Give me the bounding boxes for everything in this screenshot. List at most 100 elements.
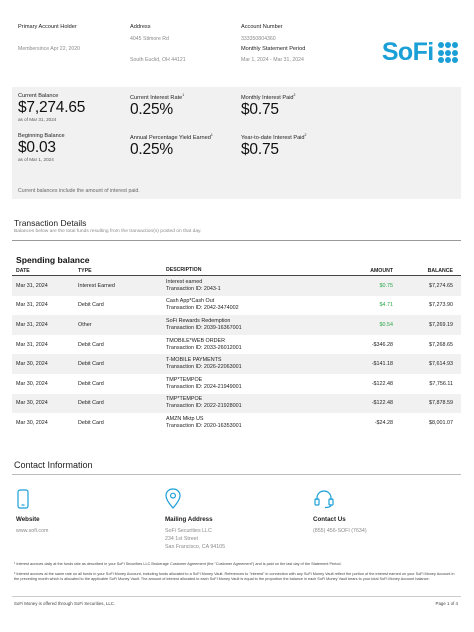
headset-icon <box>314 490 334 509</box>
monthly-interest-label: Monthly Interest Paid <box>241 94 294 101</box>
monthly-interest-value: $0.75 <box>241 100 279 118</box>
row-description: Cash App*Cash Out Transaction ID: 2042-34… <box>166 298 314 312</box>
row-transaction-id: Transaction ID: 2039-16367001 <box>166 324 242 331</box>
ytd-interest-block: Year-to-date Interest Paid2 $0.75 <box>241 133 307 158</box>
col-date: DATE <box>16 267 30 274</box>
mailing-line3: San Francisco, CA 94105 <box>165 544 226 550</box>
row-type: Debit Card <box>78 380 104 387</box>
row-type: Debit Card <box>78 302 104 309</box>
balance-note: Current balances include the amount of i… <box>18 188 140 194</box>
account-number: 333350804360 <box>241 36 276 42</box>
page-number: Page 1 of 4 <box>435 601 458 606</box>
current-balance-value: $7,274.65 <box>18 99 86 116</box>
row-date: Mar 31, 2024 <box>16 341 48 348</box>
mailing-line2: 234 1st Street <box>165 536 198 542</box>
row-type: Debit Card <box>78 419 104 426</box>
current-balance-asof: as of Mar 31, 2024 <box>18 117 57 122</box>
table-row: Mar 31, 2024 Interest Earned Interest earn… <box>12 276 461 296</box>
interest-rate-value: 0.25% <box>130 100 173 118</box>
beginning-balance-value: $0.03 <box>18 139 56 156</box>
row-merchant: TMP*TEMPOE <box>166 376 203 383</box>
logo-text: SoFi <box>381 38 434 66</box>
contact-us-label: Contact Us <box>313 516 346 523</box>
row-description: Interest earned Transaction ID: 2043-1 <box>166 279 314 293</box>
statement-period: Mar 1, 2024 - Mar 31, 2024 <box>241 57 304 63</box>
row-type: Other <box>78 321 92 328</box>
holder-label: Primary Account Holder <box>18 24 77 30</box>
address-line2: South Euclid, OH 44121 <box>130 57 186 63</box>
table-row: Mar 31, 2024 Debit Card Cash App*Cash Out T… <box>12 296 461 316</box>
row-transaction-id: Transaction ID: 2022-21928001 <box>166 403 242 410</box>
apy-label: Annual Percentage Yield Earned <box>130 134 211 141</box>
transactions-table: DATE TYPE DESCRIPTION AMOUNT BALANCE Mar… <box>12 266 461 433</box>
row-date: Mar 31, 2024 <box>16 302 48 309</box>
address-line1: 4045 Stimore Rd <box>130 36 169 42</box>
mailing-address-label: Mailing Address <box>165 516 213 523</box>
contact-phone[interactable]: (855) 456-SOFI (7634) <box>313 528 367 534</box>
beginning-balance-label: Beginning Balance <box>18 133 65 139</box>
row-transaction-id: Transaction ID: 2043-1 <box>166 285 221 292</box>
row-balance: $7,878.59 <box>429 400 453 407</box>
row-date: Mar 30, 2024 <box>16 380 48 387</box>
row-description: TMP*TEMPOE Transaction ID: 2022-21928001 <box>166 396 314 410</box>
beginning-balance-block: Beginning Balance $0.03 as of Mar 1, 202… <box>18 133 65 162</box>
contact-title: Contact Information <box>14 460 93 470</box>
footer-divider <box>12 596 461 597</box>
member-since: Membersince Apr 22, 2020 <box>18 46 80 52</box>
interest-rate-label: Current Interest Rate <box>130 94 183 101</box>
row-balance: $7,756.11 <box>429 380 453 387</box>
website-link[interactable]: www.sofi.com <box>16 528 49 534</box>
sofi-logo: SoFi <box>382 40 458 65</box>
row-transaction-id: Transaction ID: 2024-21949001 <box>166 383 242 390</box>
row-merchant: Cash App*Cash Out <box>166 298 215 305</box>
row-amount: -$141.18 <box>371 361 393 368</box>
row-amount: -$122.48 <box>371 400 393 407</box>
footnote-1: ¹ Interest accrues daily at the funds ra… <box>14 562 342 566</box>
statement-period-label: Monthly Statement Period <box>241 46 306 52</box>
col-type: TYPE <box>78 267 92 274</box>
table-row: Mar 31, 2024 Other SoFi Rewards Redemption… <box>12 315 461 335</box>
table-row: Mar 31, 2024 Debit Card TMOBILE*WEB ORDER T… <box>12 335 461 355</box>
row-date: Mar 30, 2024 <box>16 400 48 407</box>
row-description: TMOBILE*WEB ORDER Transaction ID: 2033-26… <box>166 338 314 352</box>
row-amount: -$346.28 <box>371 341 393 348</box>
logo-dots-icon <box>437 42 458 63</box>
col-amount: AMOUNT <box>370 267 393 274</box>
row-merchant: TMOBILE*WEB ORDER <box>166 337 226 344</box>
row-description: SoFi Rewards Redemption Transaction ID: 2… <box>166 318 314 332</box>
row-date: Mar 30, 2024 <box>16 419 48 426</box>
ytd-interest-value: $0.75 <box>241 140 279 158</box>
row-amount: $0.54 <box>379 321 394 328</box>
row-merchant: SoFi Rewards Redemption <box>166 317 231 324</box>
row-amount: -$24.28 <box>374 419 393 426</box>
row-merchant: TMP*TEMPOE <box>166 396 203 403</box>
row-merchant: AMZN Mktp US <box>166 415 204 422</box>
interest-rate-block: Current Interest Rate1 0.25% <box>130 93 185 118</box>
table-row: Mar 30, 2024 Debit Card TMP*TEMPOE Transact… <box>12 374 461 394</box>
phone-icon <box>17 489 29 509</box>
row-balance: $7,273.90 <box>429 302 453 309</box>
row-transaction-id: Transaction ID: 2026-22063001 <box>166 364 242 371</box>
row-transaction-id: Transaction ID: 2020-16353001 <box>166 422 242 429</box>
row-amount: -$122.48 <box>371 380 393 387</box>
row-type: Debit Card <box>78 400 104 407</box>
beginning-balance-asof: as of Mar 1, 2024 <box>18 157 54 162</box>
row-balance: $7,269.19 <box>429 321 453 328</box>
current-balance-block: Current Balance $7,274.65 as of Mar 31, … <box>18 93 85 122</box>
row-balance: $7,614.93 <box>429 361 453 368</box>
monthly-interest-block: Monthly Interest Paid2 $0.75 <box>241 93 296 118</box>
address-label: Address <box>130 24 151 30</box>
table-header: DATE TYPE DESCRIPTION AMOUNT BALANCE <box>12 266 461 276</box>
col-description: DESCRIPTION <box>166 267 202 273</box>
row-description: AMZN Mktp US Transaction ID: 2020-1635300… <box>166 416 314 430</box>
row-type: Debit Card <box>78 361 104 368</box>
row-description: T-MOBILE PAYMENTS Transaction ID: 2026-22… <box>166 357 314 371</box>
contact-divider <box>12 474 461 475</box>
row-merchant: T-MOBILE PAYMENTS <box>166 357 222 364</box>
row-transaction-id: Transaction ID: 2033-26012001 <box>166 344 242 351</box>
website-label: Website <box>16 516 40 523</box>
row-merchant: Interest earned <box>166 278 203 285</box>
row-balance: $7,268.65 <box>429 341 453 348</box>
current-balance-label: Current Balance <box>18 93 59 99</box>
row-description: TMP*TEMPOE Transaction ID: 2024-21949001 <box>166 377 314 391</box>
